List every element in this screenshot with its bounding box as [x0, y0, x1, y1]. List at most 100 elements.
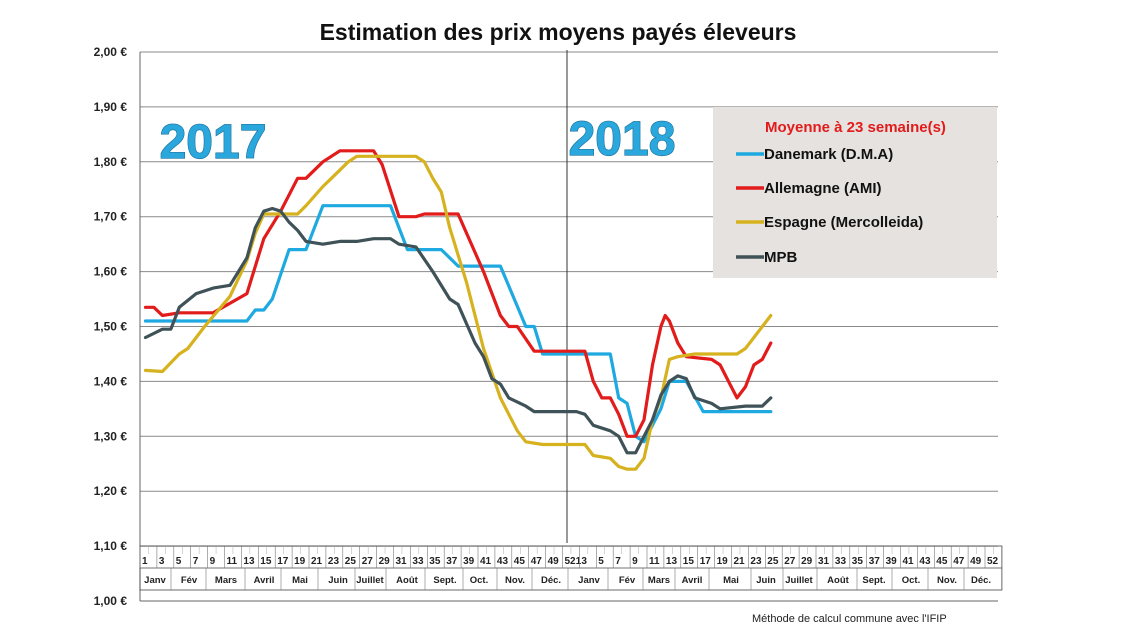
week-tick-label: 47	[531, 556, 543, 567]
footnote: Méthode de calcul commune avec l'IFIP	[752, 613, 947, 625]
y-tick-label: 1,00 €	[94, 594, 128, 608]
year-label-2018: 2018	[569, 113, 676, 166]
week-tick-label: 25	[767, 556, 779, 567]
month-label: Mars	[215, 575, 237, 586]
week-tick-label: 5	[176, 556, 182, 567]
week-tick-label: 19	[294, 556, 306, 567]
week-tick-label: 47	[953, 556, 965, 567]
week-tick-label: 43	[919, 556, 931, 567]
month-label: Nov.	[937, 575, 957, 586]
y-tick-label: 1,50 €	[94, 320, 128, 334]
legend-label: Espagne (Mercolleida)	[764, 214, 923, 231]
month-label: Juin	[756, 575, 776, 586]
week-tick-label: 35	[429, 556, 441, 567]
month-label: Oct.	[902, 575, 920, 586]
week-tick-label: 52	[987, 556, 999, 567]
legend-title: Moyenne à 23 semaine(s)	[765, 119, 946, 136]
chart-title: Estimation des prix moyens payés éleveur…	[320, 19, 797, 45]
month-label: Janv	[578, 575, 600, 586]
y-tick-label: 1,70 €	[94, 210, 128, 224]
month-label: Août	[827, 575, 849, 586]
month-label: Juillet	[785, 575, 813, 586]
week-tick-label: 521	[565, 556, 582, 567]
week-tick-label: 39	[886, 556, 898, 567]
week-tick-label: 39	[463, 556, 475, 567]
week-tick-label: 43	[497, 556, 509, 567]
week-tick-label: 7	[615, 556, 621, 567]
month-label: Fév	[181, 575, 198, 586]
y-tick-label: 1,10 €	[94, 539, 128, 553]
week-tick-label: 7	[193, 556, 199, 567]
month-label: Oct.	[470, 575, 488, 586]
week-tick-label: 31	[396, 556, 408, 567]
month-label: Mai	[723, 575, 739, 586]
month-label: Fév	[619, 575, 636, 586]
y-tick-label: 1,60 €	[94, 265, 128, 279]
y-tick-label: 2,00 €	[94, 45, 128, 59]
week-tick-label: 49	[970, 556, 982, 567]
week-tick-label: 29	[801, 556, 813, 567]
y-axis: 1,00 € 1,10 € 1,20 € 1,30 € 1,40 € 1,50 € 1,60…	[94, 45, 998, 608]
month-label: Mars	[648, 575, 670, 586]
week-tick-label: 41	[480, 556, 492, 567]
month-label: Sept.	[433, 575, 456, 586]
week-tick-label: 41	[903, 556, 915, 567]
x-axis-week-table: 1 3 5 7 9 11 13 15 17 19 21 23 25 27 29 31 33 35 37 39 41 43 4…	[139, 545, 1003, 591]
series-lines	[143, 149, 773, 471]
week-tick-label: 9	[210, 556, 216, 567]
week-tick-label: 31	[818, 556, 830, 567]
y-tick-label: 1,40 €	[94, 374, 128, 388]
legend-label: Danemark (D.M.A)	[764, 146, 893, 163]
week-tick-label: 11	[649, 556, 660, 567]
week-tick-label: 13	[666, 556, 678, 567]
week-tick-label: 5	[598, 556, 604, 567]
week-tick-label: 19	[717, 556, 729, 567]
week-tick-label: 25	[345, 556, 357, 567]
month-label: Avril	[254, 575, 275, 586]
week-tick-label: 27	[362, 556, 374, 567]
legend-box	[713, 107, 997, 278]
series-line-2	[143, 154, 773, 471]
week-tick-label: 37	[869, 556, 881, 567]
week-tick-label: 37	[446, 556, 458, 567]
week-tick-label: 49	[548, 556, 560, 567]
month-label: Juin	[328, 575, 348, 586]
week-tick-label: 17	[700, 556, 712, 567]
legend-label: MPB	[764, 249, 798, 266]
week-tick-label: 3	[159, 556, 165, 567]
week-tick-label: 9	[632, 556, 638, 567]
month-label: Nov.	[505, 575, 525, 586]
week-tick-label: 11	[227, 556, 238, 567]
month-label: Janv	[144, 575, 166, 586]
week-tick-label: 15	[260, 556, 272, 567]
month-label: Sept.	[862, 575, 885, 586]
month-label: Avril	[682, 575, 703, 586]
week-tick-label: 15	[683, 556, 695, 567]
week-tick-label: 45	[936, 556, 948, 567]
week-tick-label: 13	[243, 556, 255, 567]
week-tick-label: 33	[412, 556, 424, 567]
y-tick-label: 1,30 €	[94, 429, 128, 443]
month-label: Août	[396, 575, 418, 586]
legend-label: Allemagne (AMI)	[764, 180, 882, 197]
y-tick-label: 1,80 €	[94, 155, 128, 169]
y-tick-label: 1,90 €	[94, 100, 128, 114]
year-label-2017: 2017	[160, 116, 267, 169]
series-line-0	[143, 204, 773, 444]
week-tick-label: 29	[379, 556, 391, 567]
week-tick-label: 3	[581, 556, 587, 567]
month-label: Juillet	[356, 575, 384, 586]
week-tick-label: 23	[750, 556, 762, 567]
week-tick-label: 27	[784, 556, 796, 567]
month-label: Déc.	[971, 575, 991, 586]
month-label: Déc.	[541, 575, 561, 586]
week-tick-label: 1	[142, 556, 148, 567]
month-label: Mai	[292, 575, 308, 586]
week-tick-label: 33	[835, 556, 847, 567]
week-tick-label: 23	[328, 556, 340, 567]
y-tick-label: 1,20 €	[94, 484, 128, 498]
week-tick-label: 45	[514, 556, 526, 567]
week-tick-label: 21	[734, 556, 746, 567]
week-tick-label: 21	[311, 556, 323, 567]
